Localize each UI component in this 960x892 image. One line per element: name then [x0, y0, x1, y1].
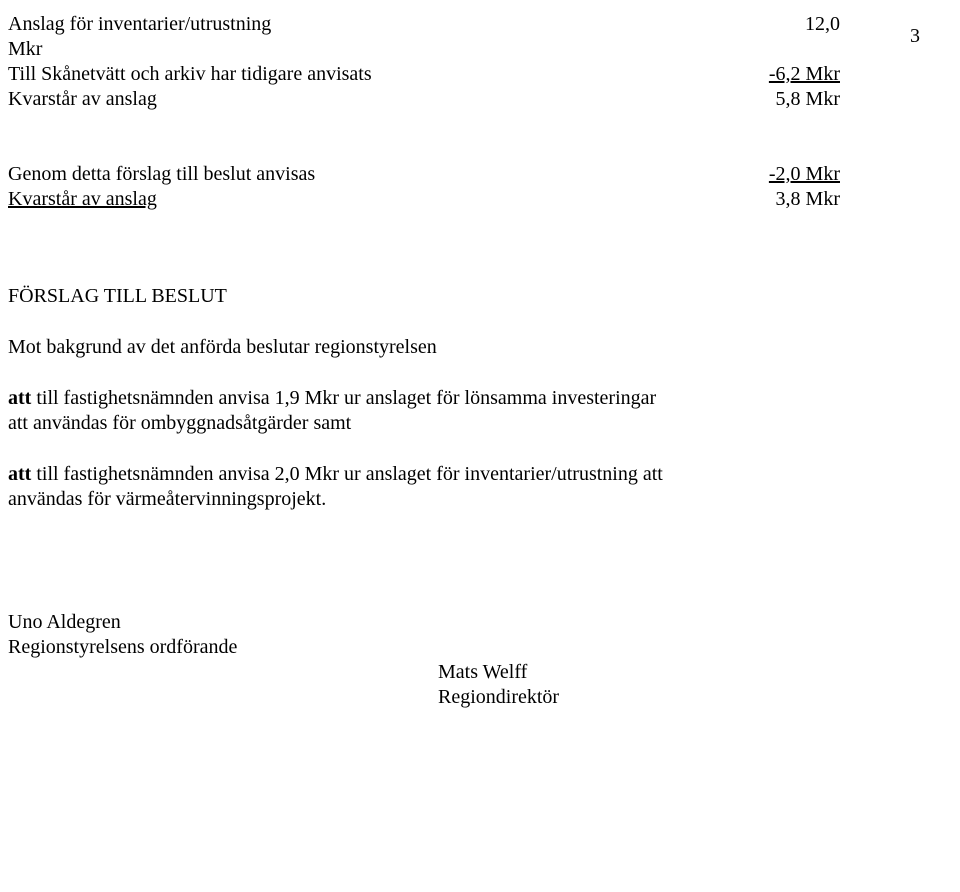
value: -6,2 Mkr [710, 62, 912, 87]
text: Kvarstår av anslag [8, 87, 710, 112]
paragraph-2: att till fastighetsnämnden anvisa 2,0 Mk… [8, 462, 912, 512]
text: Kvarstår av anslag [8, 187, 710, 212]
heading-forslag: FÖRSLAG TILL BESLUT [8, 284, 912, 309]
text: Till Skånetvätt och arkiv har tidigare a… [8, 62, 710, 87]
line-mkr: Mkr [8, 37, 912, 62]
value: 5,8 Mkr [710, 87, 912, 112]
intro-text: Mot bakgrund av det anförda beslutar reg… [8, 335, 912, 360]
value: 3,8 Mkr [710, 187, 912, 212]
signature-right-name: Mats Welff [8, 660, 912, 685]
signature-right-title: Regiondirektör [8, 685, 912, 710]
line-anslag-inventarier: Anslag för inventarier/utrustning 12,0 [8, 12, 912, 37]
value: -2,0 Mkr [710, 162, 912, 187]
signature-left-title: Regionstyrelsens ordförande [8, 635, 912, 660]
value: 12,0 [710, 12, 912, 37]
text: att användas för ombyggnadsåtgärder samt [8, 412, 351, 434]
text: Mkr [8, 37, 710, 62]
paragraph-1: att till fastighetsnämnden anvisa 1,9 Mk… [8, 386, 912, 436]
line-kvarstar-1: Kvarstår av anslag 5,8 Mkr [8, 87, 912, 112]
text: till fastighetsnämnden anvisa 1,9 Mkr ur… [31, 387, 656, 409]
line-skanetvatt: Till Skånetvätt och arkiv har tidigare a… [8, 62, 912, 87]
line-genom-forslag: Genom detta förslag till beslut anvisas … [8, 162, 912, 187]
bold-att-1: att [8, 387, 31, 409]
text: till fastighetsnämnden anvisa 2,0 Mkr ur… [31, 463, 663, 485]
document-body: Anslag för inventarier/utrustning 12,0 M… [0, 0, 960, 710]
signature-left-name: Uno Aldegren [8, 610, 912, 635]
text: användas för värmeåtervinningsprojekt. [8, 488, 326, 510]
page-number: 3 [910, 24, 920, 49]
text: Genom detta förslag till beslut anvisas [8, 162, 710, 187]
line-kvarstar-2: Kvarstår av anslag 3,8 Mkr [8, 187, 912, 212]
value [710, 37, 912, 62]
bold-att-2: att [8, 463, 31, 485]
text: Anslag för inventarier/utrustning [8, 12, 710, 37]
